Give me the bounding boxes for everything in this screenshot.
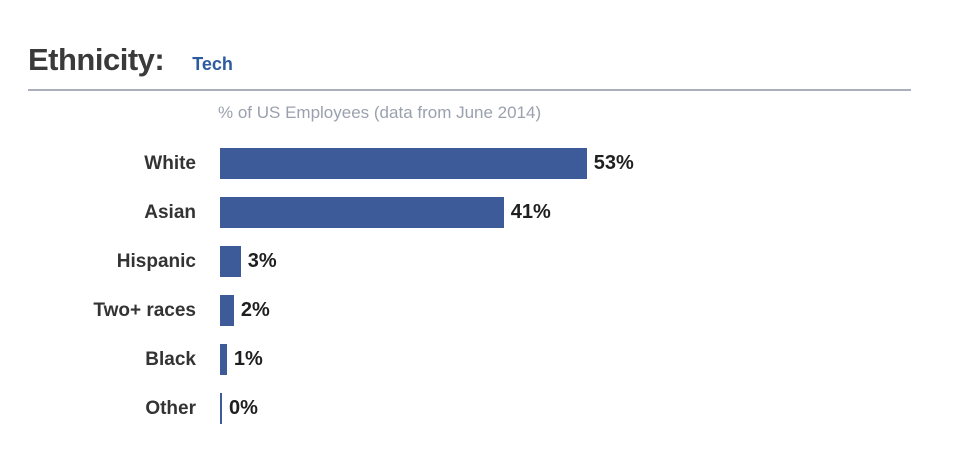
value-label: 3%	[247, 250, 277, 272]
value-label: 1%	[233, 348, 263, 370]
chart-row: Asian 41%	[0, 188, 960, 237]
page-title: Ethnicity:	[28, 42, 165, 77]
value-label: 2%	[240, 299, 270, 321]
category-label: Two+ races	[93, 299, 196, 321]
value-label: 41%	[510, 201, 551, 223]
chart-row: White 53%	[0, 139, 960, 188]
bar-two-races	[220, 295, 234, 326]
category-label: Hispanic	[116, 250, 196, 272]
category-label: Asian	[144, 201, 196, 223]
header: Ethnicity: Tech	[28, 42, 233, 78]
chart-subtitle: % of US Employees (data from June 2014)	[218, 103, 542, 122]
chart-rows: White 53% Asian 41% Hispanic 3% Two+ races 2% Bl…	[0, 139, 960, 433]
bar-asian	[220, 197, 504, 228]
category-label: Black	[145, 348, 196, 370]
category-label: White	[144, 152, 196, 174]
category-label: Other	[145, 397, 196, 419]
bar-hispanic	[220, 246, 241, 277]
chart-row: Other 0%	[0, 384, 960, 433]
bar-black	[220, 344, 227, 375]
chart-row: Hispanic 3%	[0, 237, 960, 286]
value-label: 53%	[593, 152, 634, 174]
bar-other	[220, 393, 222, 424]
value-label: 0%	[229, 397, 258, 419]
chart-row: Two+ races 2%	[0, 286, 960, 335]
tab-tech[interactable]: Tech	[192, 54, 233, 74]
bar-white	[220, 148, 587, 179]
chart-row: Black 1%	[0, 335, 960, 384]
header-divider	[28, 89, 911, 91]
